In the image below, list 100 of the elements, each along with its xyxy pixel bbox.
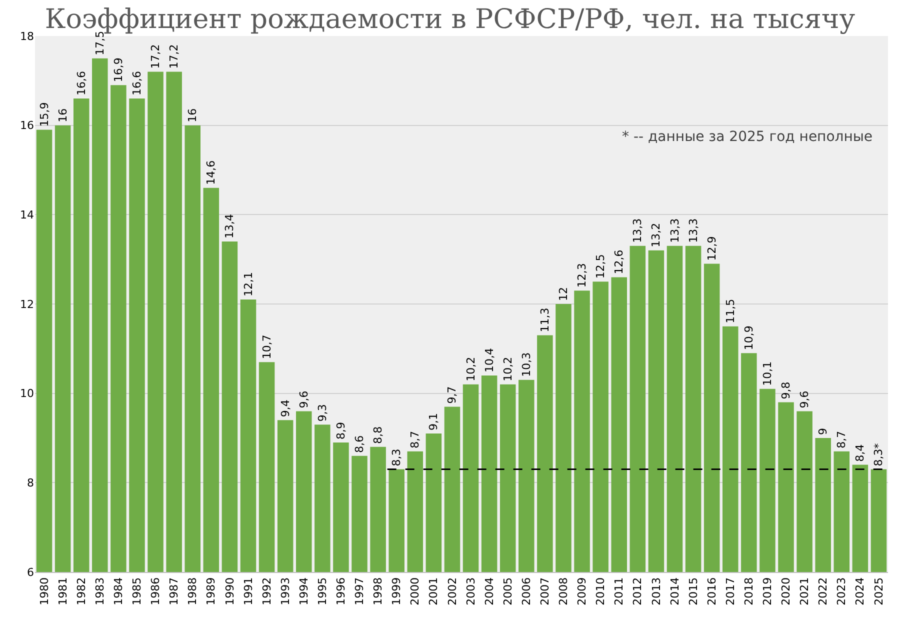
x-tick-label: 1997 [353,577,366,606]
x-tick-label: 1982 [74,577,88,606]
x-tick-label: 1986 [149,577,162,606]
data-label: 12,9 [705,236,718,261]
y-tick-label: 6 [27,566,34,579]
x-tick-label: 2013 [650,577,663,606]
data-label: 10,3 [520,352,533,377]
data-label: 9,3 [316,404,329,422]
x-tick-label: 1983 [93,577,106,606]
x-tick-label: 1994 [297,577,310,606]
data-label: 15,9 [38,102,51,127]
x-tick-label: 1995 [316,577,329,606]
x-tick-label: 2011 [612,577,626,606]
x-tick-label: 2007 [538,577,552,606]
x-tick-label: 2002 [446,577,459,606]
data-label: 8,8 [372,426,385,444]
x-tick-label: 2004 [482,577,496,606]
y-tick-label: 16 [20,119,34,132]
data-label: 12,3 [576,263,589,288]
x-tick-label: 2017 [724,577,737,606]
x-tick-label: 2015 [686,577,700,606]
data-label: 10,2 [501,356,514,382]
data-label: 9,4 [278,400,292,418]
data-label: 10,4 [482,348,496,372]
x-tick-label: 1998 [372,577,385,606]
data-label: 9,8 [780,382,793,400]
data-label: 12,1 [242,272,255,297]
x-tick-label: 2014 [668,577,682,606]
data-label: 8,3 [390,448,404,466]
x-tick-label: 2012 [631,577,644,606]
data-label: 12 [556,287,570,301]
data-label: 10,1 [760,361,774,386]
data-label: 8,4 [854,444,867,462]
x-tick-label: 2016 [705,577,718,606]
data-label: 9 [816,428,830,435]
data-label: 17,5 [93,30,106,56]
x-tick-label: 1993 [278,577,292,606]
x-tick-label: 1984 [112,577,126,606]
data-label: 10,2 [464,356,478,382]
data-label: 16,6 [74,71,88,96]
data-label: 8,7 [835,430,848,448]
data-label: 11,5 [724,298,737,324]
x-tick-label: 1996 [334,577,348,606]
x-tick-label: 2022 [816,577,830,606]
data-label: 12,6 [612,250,626,274]
data-label: 11,3 [538,308,552,332]
x-tick-label: 2000 [408,577,422,606]
x-tick-label: 2025 [872,577,886,606]
data-label: 16 [56,108,70,122]
x-tick-label: 1992 [260,577,274,606]
data-label: 8,6 [353,435,366,453]
data-label: 9,1 [427,413,440,431]
x-tick-label: 2023 [835,577,848,606]
data-label: 13,3 [686,218,700,243]
y-tick-label: 14 [20,208,34,222]
data-label: 16,6 [130,71,144,96]
x-tick-label: 1985 [130,577,144,606]
x-tick-label: 2003 [464,577,478,606]
x-tick-label: 1999 [390,577,404,606]
data-label: 10,7 [260,334,274,360]
data-label: 12,5 [594,254,608,279]
data-label: 17,2 [149,44,162,69]
x-tick-label: 2018 [742,577,756,606]
x-tick-label: 2006 [520,577,533,606]
x-tick-label: 2005 [501,577,514,606]
y-tick-label: 12 [20,298,34,311]
data-label: 16 [186,108,200,122]
data-label: 14,6 [204,160,218,185]
y-tick-label: 10 [20,387,34,400]
x-tick-label: 1988 [186,577,200,606]
annotation: * -- данные за 2025 год неполные [622,129,873,145]
x-tick-label: 1991 [242,577,255,606]
y-tick-label: 18 [20,30,34,43]
x-tick-label: 2019 [761,577,774,606]
x-tick-label: 1990 [223,577,236,606]
x-tick-label: 1981 [56,577,70,606]
data-label: 17,2 [168,44,181,69]
x-tick-label: 2008 [557,577,570,606]
x-tick-label: 2021 [798,577,812,606]
x-tick-label: 1980 [38,577,51,606]
data-label: 9,7 [446,386,459,404]
x-tick-label: 2001 [427,577,440,606]
y-tick-label: 8 [27,476,34,490]
x-tick-label: 1987 [168,577,181,606]
x-tick-label: 2009 [576,577,589,606]
x-tick-label: 2020 [780,577,793,606]
data-label: 8,7 [408,430,422,448]
data-label: 9,6 [798,390,812,408]
data-label: 8,3* [872,442,886,466]
data-label: 9,6 [297,390,310,408]
data-label: 13,4 [223,214,236,238]
data-label: 10,9 [742,326,756,350]
x-tick-label: 2010 [594,577,608,606]
data-label: 13,3 [668,218,682,243]
x-tick-label: 2024 [854,577,867,606]
data-label: 16,9 [112,58,125,82]
data-label: 13,2 [650,222,663,248]
x-tick-label: 1989 [204,577,218,606]
data-label: 13,3 [631,218,644,243]
data-label: 8,9 [334,422,348,440]
